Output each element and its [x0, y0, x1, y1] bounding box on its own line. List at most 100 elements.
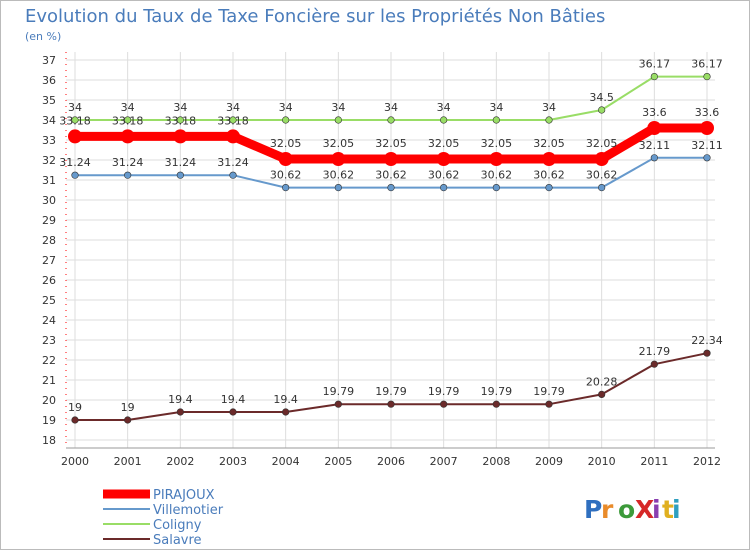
data-label: 34: [331, 101, 345, 114]
data-point-salavre[interactable]: [440, 400, 448, 408]
data-label: 30.62: [481, 169, 513, 182]
y-tick-label: 30: [42, 194, 56, 207]
data-point-coligny[interactable]: [492, 116, 500, 124]
data-label: 31.24: [165, 156, 197, 169]
data-point-coligny[interactable]: [545, 116, 553, 124]
data-label: 32.05: [586, 137, 618, 150]
y-tick-label: 24: [42, 314, 56, 327]
data-label: 34: [121, 101, 135, 114]
data-point-pirajoux[interactable]: [384, 152, 398, 166]
data-label: 33.18: [112, 114, 144, 127]
data-point-coligny[interactable]: [703, 72, 711, 81]
data-label: 34.5: [589, 91, 614, 104]
data-point-villemotier[interactable]: [124, 171, 132, 179]
data-point-villemotier[interactable]: [650, 154, 658, 162]
data-label: 34: [437, 101, 451, 114]
x-tick-label: 2003: [219, 455, 247, 468]
data-point-villemotier[interactable]: [229, 171, 237, 179]
data-point-pirajoux[interactable]: [436, 152, 451, 166]
data-point-pirajoux[interactable]: [647, 121, 662, 135]
legend-label-salavre: Salavre: [153, 533, 202, 548]
data-point-villemotier[interactable]: [282, 184, 290, 192]
data-point-salavre[interactable]: [598, 390, 606, 399]
x-tick-label: 2007: [430, 455, 458, 468]
data-label: 21.79: [639, 345, 671, 358]
data-point-pirajoux[interactable]: [489, 152, 504, 166]
data-point-coligny[interactable]: [598, 106, 606, 114]
legend-label-villemotier: Villemotier: [153, 503, 224, 518]
chart-title: Evolution du Taux de Taxe Foncière sur l…: [25, 6, 605, 27]
data-point-villemotier[interactable]: [71, 171, 79, 179]
x-tick-label: 2000: [61, 455, 89, 468]
data-point-pirajoux[interactable]: [68, 129, 82, 144]
data-point-salavre[interactable]: [71, 416, 79, 424]
data-point-pirajoux[interactable]: [700, 121, 714, 135]
data-point-coligny[interactable]: [334, 116, 342, 124]
data-label: 30.62: [323, 169, 355, 182]
data-label: 31.24: [217, 156, 249, 169]
data-point-coligny[interactable]: [650, 72, 658, 81]
logo-letter: o: [618, 495, 635, 524]
data-label: 19.4: [273, 393, 298, 406]
data-point-pirajoux[interactable]: [226, 129, 240, 144]
data-point-pirajoux[interactable]: [278, 152, 293, 166]
data-label: 32.05: [323, 137, 355, 150]
data-point-pirajoux[interactable]: [331, 152, 346, 166]
data-point-coligny[interactable]: [124, 116, 132, 124]
data-point-coligny[interactable]: [387, 116, 395, 124]
data-point-coligny[interactable]: [176, 116, 184, 124]
data-label: 19.79: [428, 385, 460, 398]
data-point-pirajoux[interactable]: [173, 129, 188, 144]
data-point-villemotier[interactable]: [492, 184, 500, 192]
data-point-villemotier[interactable]: [598, 184, 606, 192]
legend-label-pirajoux: PIRAJOUX: [153, 488, 215, 503]
data-point-pirajoux[interactable]: [542, 152, 556, 166]
watermark-logo: Pr o Xi ti: [584, 495, 681, 524]
data-label: 31.24: [112, 156, 144, 169]
data-point-villemotier[interactable]: [334, 184, 342, 192]
data-point-villemotier[interactable]: [176, 171, 184, 179]
data-label: 19.79: [323, 385, 355, 398]
y-tick-label: 32: [42, 154, 56, 167]
x-tick-label: 2005: [324, 455, 352, 468]
data-point-salavre[interactable]: [282, 408, 290, 416]
data-point-pirajoux[interactable]: [120, 129, 135, 144]
data-point-salavre[interactable]: [124, 416, 132, 424]
data-point-salavre[interactable]: [229, 408, 237, 416]
y-tick-label: 35: [42, 94, 56, 107]
data-point-coligny[interactable]: [440, 116, 448, 124]
y-tick-label: 29: [42, 214, 56, 227]
data-label: 30.62: [270, 169, 302, 182]
data-label: 32.05: [533, 137, 565, 150]
data-label: 33.18: [165, 114, 197, 127]
data-point-salavre[interactable]: [492, 400, 500, 408]
y-axis-label: (en %): [25, 30, 61, 43]
data-point-coligny[interactable]: [71, 116, 79, 124]
logo-letter: P: [584, 495, 602, 524]
x-tick-label: 2012: [693, 455, 721, 468]
data-point-salavre[interactable]: [176, 408, 184, 416]
data-label: 30.62: [533, 169, 565, 182]
data-point-villemotier[interactable]: [440, 184, 448, 192]
data-point-coligny[interactable]: [282, 116, 290, 124]
data-point-villemotier[interactable]: [387, 184, 395, 192]
data-point-salavre[interactable]: [387, 400, 395, 408]
data-label: 19.79: [533, 385, 565, 398]
data-point-coligny[interactable]: [229, 116, 237, 124]
data-point-villemotier[interactable]: [703, 154, 711, 162]
x-tick-label: 2008: [482, 455, 510, 468]
x-tick-label: 2002: [166, 455, 194, 468]
y-tick-label: 26: [42, 274, 56, 287]
data-point-salavre[interactable]: [703, 349, 711, 357]
data-point-salavre[interactable]: [650, 360, 658, 368]
data-point-salavre[interactable]: [334, 400, 342, 408]
data-label: 19.79: [481, 385, 513, 398]
data-point-pirajoux[interactable]: [594, 152, 609, 166]
data-label: 30.62: [375, 169, 407, 182]
data-point-villemotier[interactable]: [545, 184, 553, 192]
data-point-salavre[interactable]: [545, 400, 553, 408]
data-label: 20.28: [586, 375, 618, 388]
y-tick-label: 34: [42, 114, 56, 127]
